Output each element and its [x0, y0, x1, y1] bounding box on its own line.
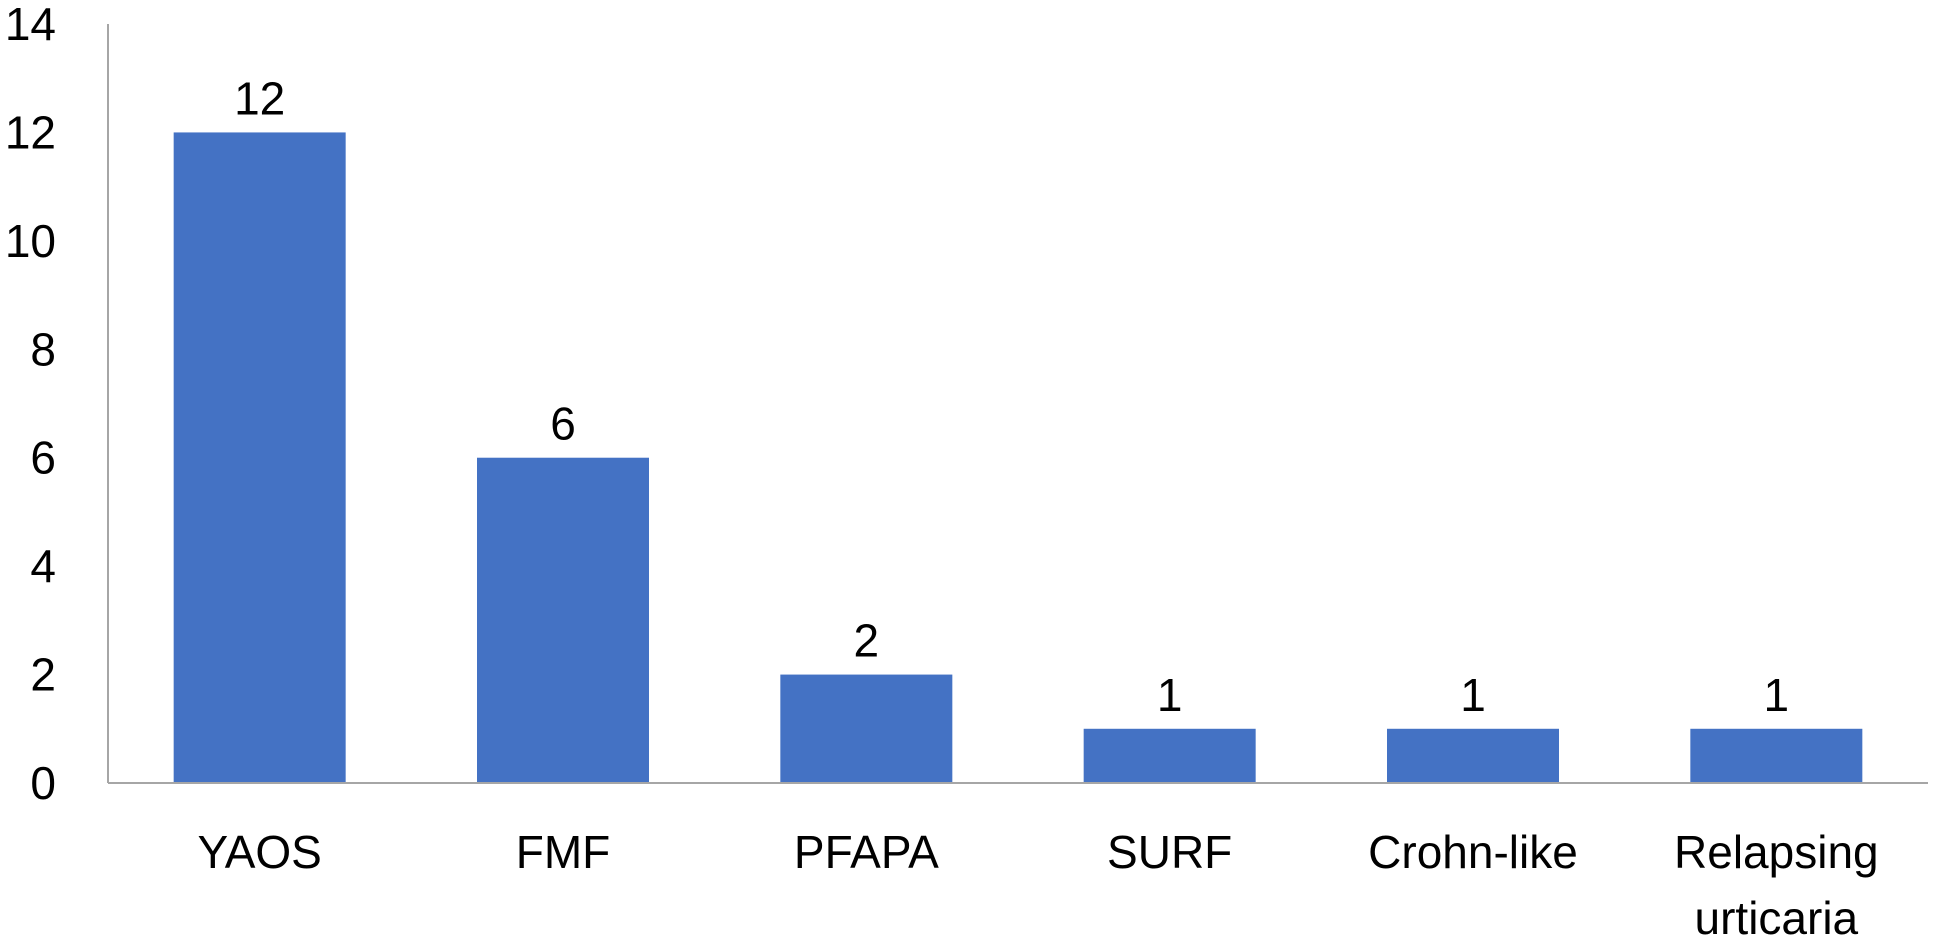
x-category-label: PFAPA	[794, 826, 939, 878]
y-axis: 0 2 4 6 8 10 12 14	[5, 0, 109, 809]
x-category-label: Relapsing	[1674, 826, 1879, 878]
y-tick-label: 4	[30, 540, 56, 592]
bars	[173, 132, 1863, 783]
bar-crohn-like	[1387, 728, 1559, 783]
y-tick-label: 6	[30, 432, 56, 484]
y-tick-label: 0	[30, 757, 56, 809]
y-tick-label: 14	[5, 0, 56, 50]
bar-pfapa	[780, 674, 953, 783]
y-tick-label: 12	[5, 106, 56, 158]
x-category-label: Crohn-like	[1368, 826, 1578, 878]
x-category-label: urticaria	[1695, 892, 1859, 942]
data-label: 12	[234, 72, 285, 124]
x-category-label: FMF	[516, 826, 611, 878]
x-axis: YAOS FMF PFAPA SURF Crohn-like Relapsing urtic…	[108, 782, 1928, 942]
y-tick-label: 8	[30, 323, 56, 375]
data-label: 1	[1157, 669, 1183, 721]
bar-surf	[1083, 728, 1256, 783]
x-category-label: YAOS	[197, 826, 321, 878]
data-label: 2	[854, 615, 880, 667]
data-label: 1	[1764, 669, 1790, 721]
bar-relapsing-urticaria	[1690, 728, 1863, 783]
y-tick-label: 2	[30, 649, 56, 701]
y-tick-label: 10	[5, 215, 56, 267]
x-category-label: SURF	[1107, 826, 1232, 878]
data-label: 1	[1460, 669, 1486, 721]
data-labels: 12 6 2 1 1 1	[234, 72, 1789, 720]
bar-yaos	[173, 132, 346, 783]
bar-fmf	[477, 457, 649, 783]
data-label: 6	[550, 398, 576, 450]
